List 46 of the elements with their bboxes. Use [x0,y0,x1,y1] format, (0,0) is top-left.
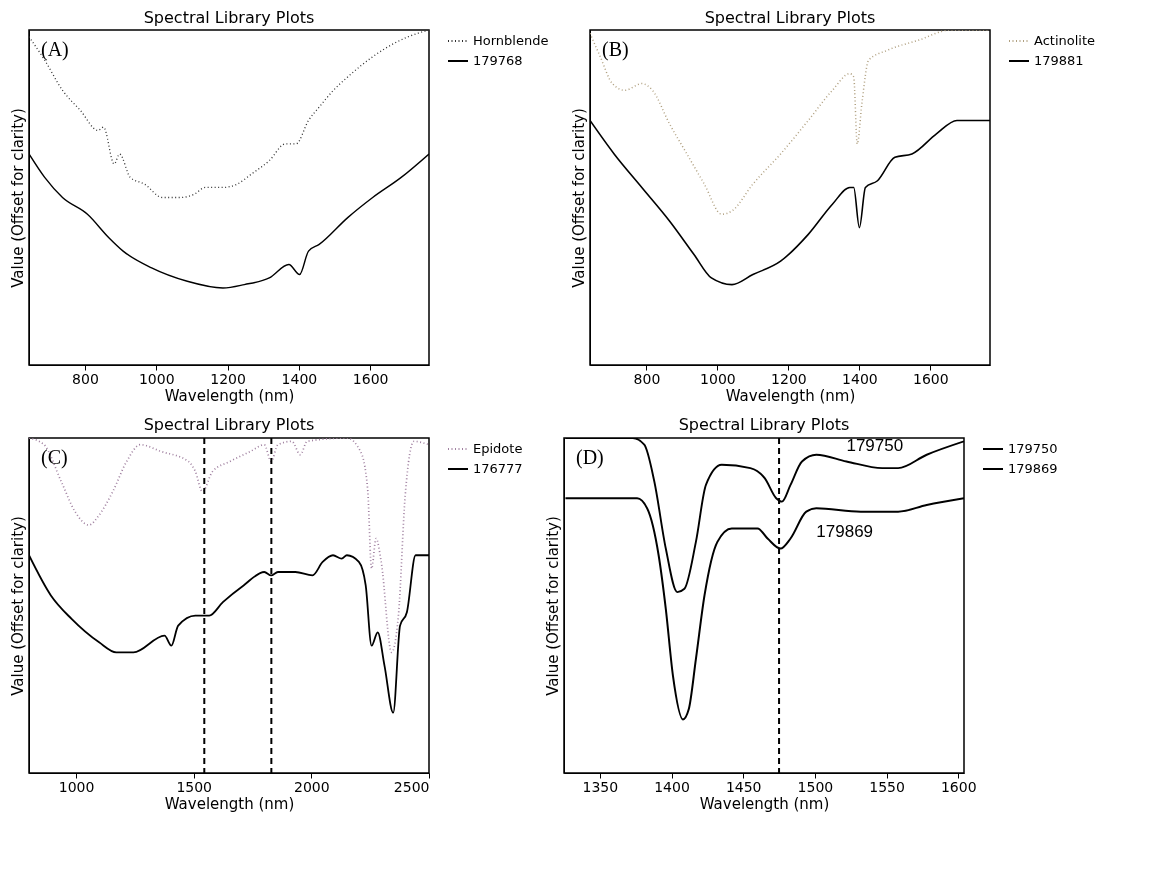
x-tick-label: 800 [633,370,661,387]
chart-title: Spectral Library Plots [704,8,876,27]
annotation: 179869 [816,522,874,542]
chart-title: Spectral Library Plots [143,8,315,27]
x-tick-label: 1500 [797,778,834,795]
annotation: (B) [602,38,629,61]
legend-label: 176777 [473,461,523,476]
x-tick-label: 1000 [138,370,175,387]
x-tick-label: 1000 [58,778,95,795]
x-tick-label: 1000 [700,370,736,387]
annotation: (C) [41,446,68,469]
chart-title: Spectral Library Plots [143,415,315,434]
x-tick-label: 1200 [771,370,807,387]
x-tick-label: 1350 [582,778,619,795]
y-axis-title: Value (Offset for clarity) [543,516,562,696]
x-tick-label: 1600 [913,370,949,387]
x-axis-title: Wavelength (nm) [164,386,295,405]
x-tick-label: 2500 [393,778,430,795]
y-axis-title: Value (Offset for clarity) [8,516,27,696]
legend-label: 179768 [473,53,523,68]
legend-label: 179881 [1034,53,1084,68]
annotation: (D) [576,446,604,469]
legend-label: Actinolite [1034,33,1096,48]
x-tick-label: 1400 [842,370,878,387]
x-axis-title: Wavelength (nm) [699,794,830,813]
x-tick-label: 1600 [940,778,977,795]
chart-title: Spectral Library Plots [678,415,850,434]
x-axis-title: Wavelength (nm) [725,386,856,405]
x-axis-title: Wavelength (nm) [164,794,295,813]
legend-label: Hornblende [473,33,549,48]
x-tick-label: 1450 [725,778,762,795]
legend-label: Epidote [473,441,523,456]
x-tick-label: 1600 [352,370,389,387]
x-tick-label: 1400 [281,370,318,387]
x-tick-label: 1200 [210,370,246,387]
x-tick-label: 1400 [654,778,690,795]
y-axis-title: Value (Offset for clarity) [8,108,27,288]
x-tick-label: 800 [72,370,99,387]
annotation: 179750 [846,436,904,456]
x-tick-label: 2000 [294,778,330,795]
legend-label: 179869 [1008,461,1058,476]
annotation: (A) [41,38,69,61]
x-tick-label: 1550 [869,778,905,795]
y-axis-title: Value (Offset for clarity) [569,108,588,288]
legend-label: 179750 [1008,441,1058,456]
x-tick-label: 1500 [176,778,213,795]
